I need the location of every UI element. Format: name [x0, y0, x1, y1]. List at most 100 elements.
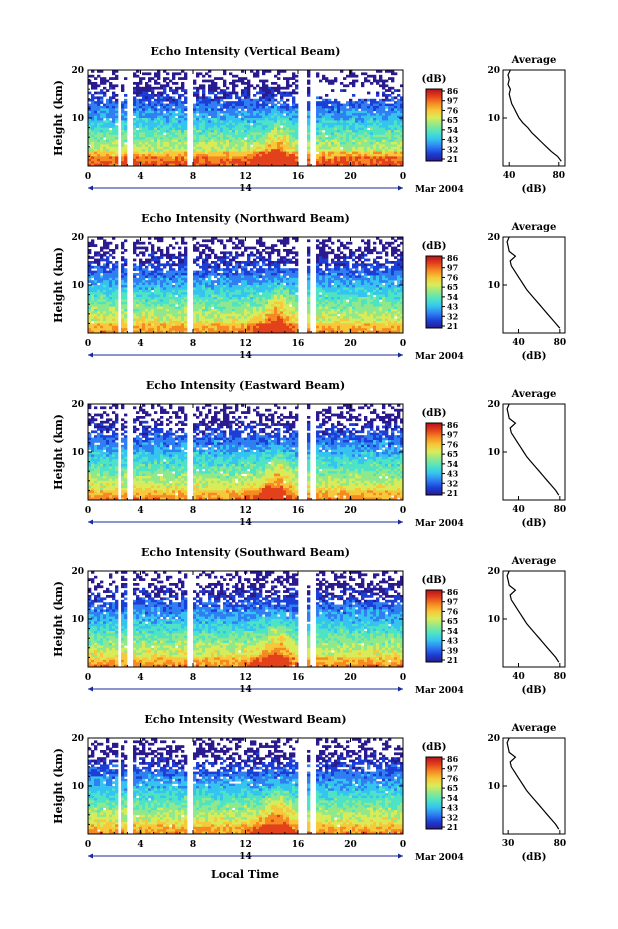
heatmap-cell	[172, 82, 175, 85]
heatmap-cell	[235, 84, 238, 87]
heatmap-cell	[367, 156, 370, 159]
heatmap-cell	[97, 259, 100, 262]
heatmap-cell	[97, 266, 100, 269]
heatmap-cell	[265, 106, 268, 109]
heatmap-cell	[247, 292, 250, 295]
heatmap-cell	[307, 239, 310, 242]
heatmap-cell	[262, 297, 265, 300]
heatmap-cell	[286, 111, 289, 114]
heatmap-cell	[166, 120, 169, 123]
heatmap-cell	[157, 113, 160, 116]
heatmap-cell	[256, 113, 259, 116]
heatmap-cell	[325, 254, 328, 257]
heatmap-cell	[328, 152, 331, 155]
heatmap-cell	[364, 295, 367, 298]
heatmap-cell	[202, 89, 205, 92]
heatmap-cell	[154, 82, 157, 85]
heatmap-cell	[259, 137, 262, 140]
heatmap-cell	[268, 87, 271, 90]
heatmap-cell	[199, 101, 202, 104]
heatmap-cell	[232, 118, 235, 121]
heatmap-cell	[106, 89, 109, 92]
heatmap-cell	[133, 275, 136, 278]
heatmap-cell	[220, 140, 223, 143]
heatmap-cell	[106, 256, 109, 259]
heatmap-cell	[223, 89, 226, 92]
heatmap-cell	[307, 268, 310, 271]
heatmap-cell	[151, 94, 154, 97]
heatmap-cell	[142, 96, 145, 99]
heatmap-cell	[178, 116, 181, 119]
heatmap-cell	[241, 132, 244, 135]
heatmap-cell	[178, 261, 181, 264]
heatmap-cell	[103, 111, 106, 114]
heatmap-cell	[250, 292, 253, 295]
heatmap-cell	[340, 82, 343, 85]
heatmap-cell	[169, 101, 172, 104]
heatmap-cell	[172, 120, 175, 123]
heatmap-cell	[280, 283, 283, 286]
heatmap-cell	[211, 299, 214, 302]
heatmap-cell	[223, 101, 226, 104]
heatmap-cell	[220, 154, 223, 157]
heatmap-cell	[208, 156, 211, 159]
heatmap-cell	[352, 144, 355, 147]
heatmap-cell	[337, 287, 340, 290]
heatmap-cell	[244, 149, 247, 152]
heatmap-cell	[139, 99, 142, 102]
heatmap-cell	[364, 268, 367, 271]
heatmap-cell	[394, 295, 397, 298]
heatmap-cell	[343, 111, 346, 114]
heatmap-cell	[382, 290, 385, 293]
heatmap-cell	[256, 295, 259, 298]
heatmap-cell	[286, 106, 289, 109]
heatmap-cell	[193, 140, 196, 143]
heatmap-cell	[253, 118, 256, 121]
heatmap-cell	[181, 137, 184, 140]
heatmap-cell	[286, 249, 289, 252]
heatmap-cell	[340, 140, 343, 143]
heatmap-cell	[136, 273, 139, 276]
heatmap-cell	[391, 271, 394, 274]
heatmap-cell	[196, 96, 199, 99]
heatmap-cell	[343, 123, 346, 126]
heatmap-cell	[283, 106, 286, 109]
heatmap-cell	[163, 77, 166, 80]
heatmap-cell	[109, 285, 112, 288]
heatmap-cell	[274, 156, 277, 159]
heatmap-cell	[214, 106, 217, 109]
heatmap-cell	[253, 128, 256, 131]
heatmap-cell	[331, 278, 334, 281]
heatmap-cell	[139, 297, 142, 300]
heatmap-cell	[238, 77, 241, 80]
heatmap-cell	[142, 154, 145, 157]
heatmap-cell	[271, 161, 274, 164]
average-frame	[503, 70, 565, 166]
heatmap-cell	[94, 123, 97, 126]
heatmap-cell	[370, 273, 373, 276]
heatmap-cell	[232, 116, 235, 119]
heatmap-cell	[388, 125, 391, 128]
heatmap-cell	[94, 140, 97, 143]
heatmap-cell	[349, 132, 352, 135]
heatmap-cell	[286, 242, 289, 245]
heatmap-cell	[166, 290, 169, 293]
heatmap-cell	[331, 130, 334, 133]
heatmap-cell	[382, 249, 385, 252]
heatmap-cell	[265, 292, 268, 295]
heatmap-cell	[100, 149, 103, 152]
heatmap-cell	[277, 254, 280, 257]
heatmap-cell	[136, 156, 139, 159]
heatmap-cell	[184, 290, 187, 293]
heatmap-cell	[286, 80, 289, 83]
heatmap-cell	[214, 275, 217, 278]
heatmap-cell	[100, 278, 103, 281]
heatmap-cell	[286, 268, 289, 271]
heatmap-cell	[205, 149, 208, 152]
heatmap-cell	[241, 159, 244, 162]
heatmap-cell	[172, 96, 175, 99]
heatmap-cell	[91, 239, 94, 242]
heatmap-cell	[364, 254, 367, 257]
heatmap-cell	[205, 159, 208, 162]
heatmap-cell	[220, 292, 223, 295]
